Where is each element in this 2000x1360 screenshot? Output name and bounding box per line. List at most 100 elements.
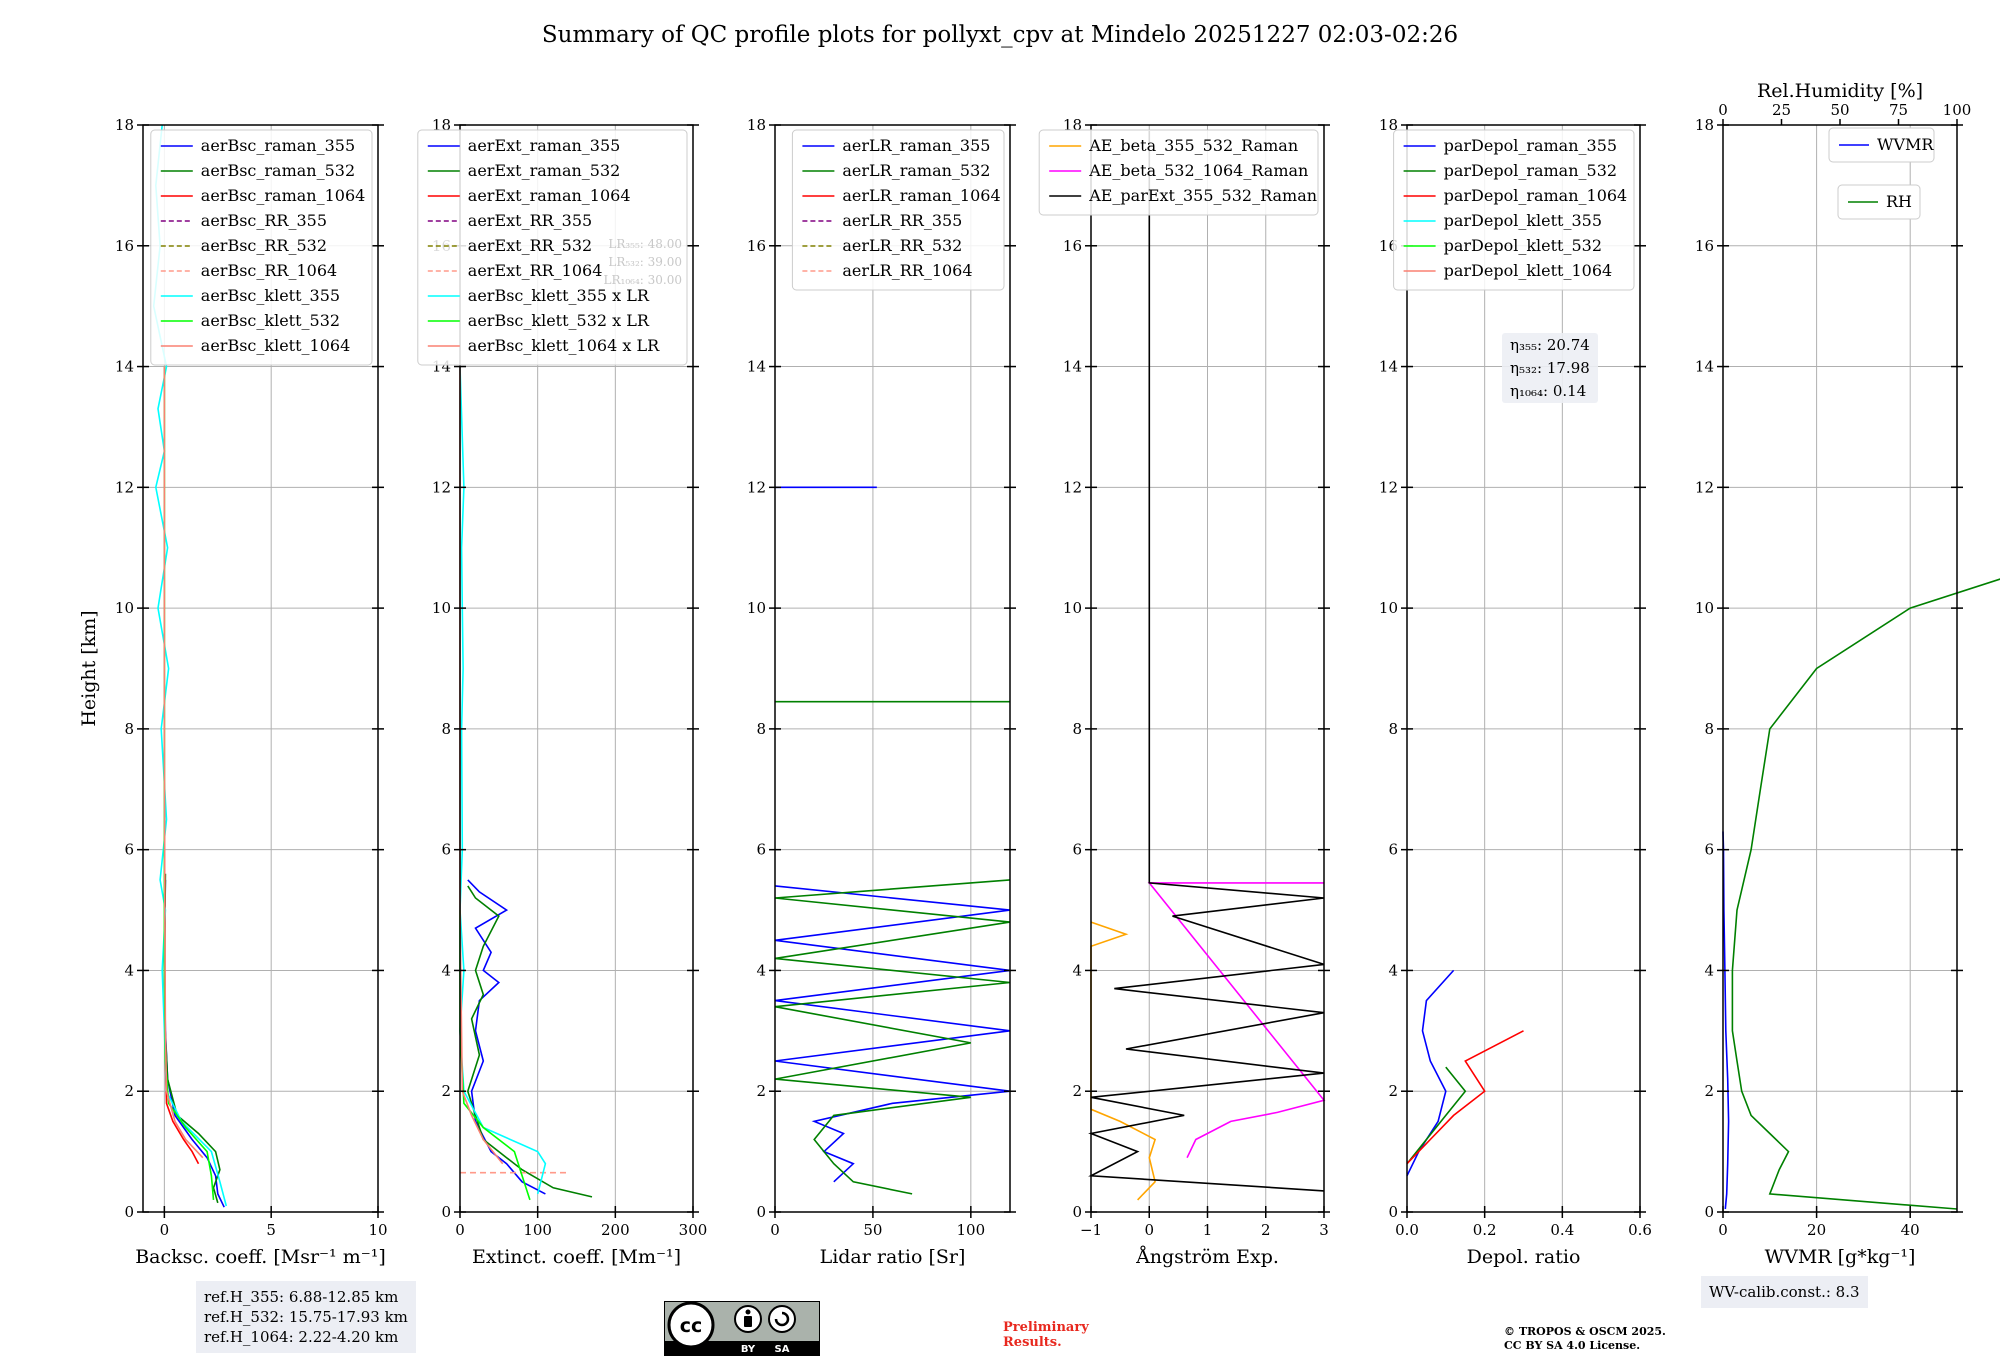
legend-label: parDepol_raman_355 [1444,136,1617,155]
series-line-AE_beta_355_532_Raman [1090,921,1157,1201]
legend-label: aerExt_raman_1064 [468,186,631,205]
legend-label: aerExt_RR_532 [468,236,592,255]
plot-frame [142,124,379,1213]
legend-label: aerBsc_klett_532 [201,311,340,330]
legend-label: AE_parExt_355_532_Raman [1088,186,1317,205]
sa-label: SA [775,1344,790,1355]
cc-icon [667,1301,715,1349]
ytick-label: 14 [1695,358,1714,376]
ytick-label: 2 [124,1082,134,1100]
copyright-line-2: CC BY SA 4.0 License. [1504,1339,1641,1352]
plot-frame [1722,124,1958,1213]
legend-box [1393,129,1635,291]
ytick-label: 8 [756,720,766,738]
legend-extinction: aerExt_raman_355 aerExt_raman_532 aerExt_r… [417,129,688,366]
legend-label: aerBsc_klett_532 x LR [468,311,650,330]
yaxis-label: Height [km] [78,610,100,726]
legend-label: aerBsc_klett_355 [201,286,340,305]
cc-by-sa-license-badge: cc BY SA [664,1301,820,1356]
xtick-label: 20 [1807,1221,1826,1239]
ytick-label: 2 [441,1082,451,1100]
ytick-label: 6 [756,841,766,859]
preliminary-line-2: Results. [1003,1335,1062,1350]
ref-height-532: ref.H_532: 15.75-17.93 km [204,1308,408,1326]
legend-label: AE_beta_355_532_Raman [1088,136,1298,155]
eta-label: η₁₀₆₄: 0.14 [1510,382,1586,400]
legend-box [150,129,373,366]
xtick-label: 40 [1901,1221,1920,1239]
legend-label: aerLR_RR_532 [842,236,962,255]
ytick-label: 6 [1072,841,1082,859]
ytick-label: 0 [1072,1203,1082,1221]
top-xtick-label: 0 [1718,101,1728,119]
legend-label: parDepol_raman_532 [1444,161,1617,180]
legend-label: aerLR_RR_355 [842,211,962,230]
legend-box [1837,184,1921,220]
xtick-label: 0 [1718,1221,1728,1239]
ytick-label: 16 [1695,237,1714,255]
xtick-label: 10 [368,1221,387,1239]
xtick-label: 0 [160,1221,170,1239]
xtick-label: 0 [455,1221,465,1239]
eta-label: η₅₃₂: 17.98 [1510,359,1590,377]
series-line-aerBsc_klett_532 x LR [459,910,531,1201]
copyright-note: © TROPOS & OSCM 2025. CC BY SA 4.0 Licen… [1504,1325,1666,1353]
panel-extinction: 0246810121416180100200300Extinct. coeff.… [417,116,708,1268]
lidar-ratio-label: LR₃₅₅: 48.00 [608,237,682,251]
ytick-label: 0 [441,1203,451,1221]
ytick-label: 18 [747,116,766,134]
series-line-WVMR [1722,831,1730,1210]
xtick-label: 300 [679,1221,708,1239]
ytick-label: 4 [1704,961,1714,979]
legend-label: aerBsc_RR_1064 [201,261,337,280]
legend-label: aerExt_RR_355 [468,211,592,230]
top-xtick-label: 100 [1943,101,1972,119]
top-xtick-label: 50 [1830,101,1849,119]
ytick-label: 4 [441,961,451,979]
ytick-label: 8 [1388,720,1398,738]
ytick-label: 2 [1704,1082,1714,1100]
legend-label: aerExt_raman_355 [468,136,621,155]
xtick-label: 0 [770,1221,780,1239]
legend-label: aerBsc_raman_532 [201,161,355,180]
ytick-label: 4 [756,961,766,979]
series-line-aerBsc_klett_1064 x LR [459,366,504,1165]
xtick-label: 0.2 [1473,1221,1497,1239]
top-xtick-label: 75 [1889,101,1908,119]
legend-label: aerBsc_klett_1064 x LR [468,336,660,355]
xaxis-label: Depol. ratio [1467,1246,1581,1268]
ytick-label: 14 [747,358,766,376]
series-line-aerBsc_klett_532 [163,366,215,1200]
legend-box [1828,127,1935,163]
legend-angstrom: AE_beta_355_532_Raman AE_beta_532_1064_Ra… [1038,129,1319,216]
ytick-label: 16 [115,237,134,255]
series-line-aerBsc_raman_355 [163,879,225,1208]
ytick-label: 14 [1063,358,1082,376]
eta-calibration-box: η₃₅₅: 20.74 η₅₃₂: 17.98 η₁₀₆₄: 0.14 [1502,333,1598,403]
top-xaxis-label: Rel.Humidity [%] [1757,80,1923,102]
legend-box [417,129,688,366]
xtick-label: 2 [1261,1221,1271,1239]
eta-label: η₃₅₅: 20.74 [1510,336,1590,354]
ytick-label: 2 [1388,1082,1398,1100]
preliminary-note: Preliminary Results. [1003,1320,1089,1350]
legend-backscatter: aerBsc_raman_355 aerBsc_raman_532 aerBsc_r… [150,129,373,366]
legend-label: parDepol_raman_1064 [1444,186,1628,205]
panel-lidar_ratio: 0 2 4 6 8 10 12 14 16 18 0 50 100 Lidar ratio [Sr] aer… [747,116,1016,1268]
cc-icon-text: cc [680,1315,703,1337]
ytick-label: 10 [115,599,134,617]
series-line-aerExt_raman_355 [467,879,546,1195]
ytick-label: 12 [1695,478,1714,496]
legend-label: aerExt_raman_532 [468,161,621,180]
ytick-label: 6 [1388,841,1398,859]
legend-label: aerLR_raman_532 [842,161,990,180]
ytick-label: 10 [432,599,451,617]
series-line-parDepol_raman_532 [1406,1066,1467,1165]
legend-lidar_ratio: aerLR_raman_355 aerLR_raman_532 aerLR_rama… [791,129,1005,291]
ytick-label: 4 [1072,961,1082,979]
series-line-parDepol_raman_1064 [1406,1030,1524,1165]
xtick-label: 3 [1319,1221,1329,1239]
legend-label: parDepol_klett_355 [1444,211,1602,230]
